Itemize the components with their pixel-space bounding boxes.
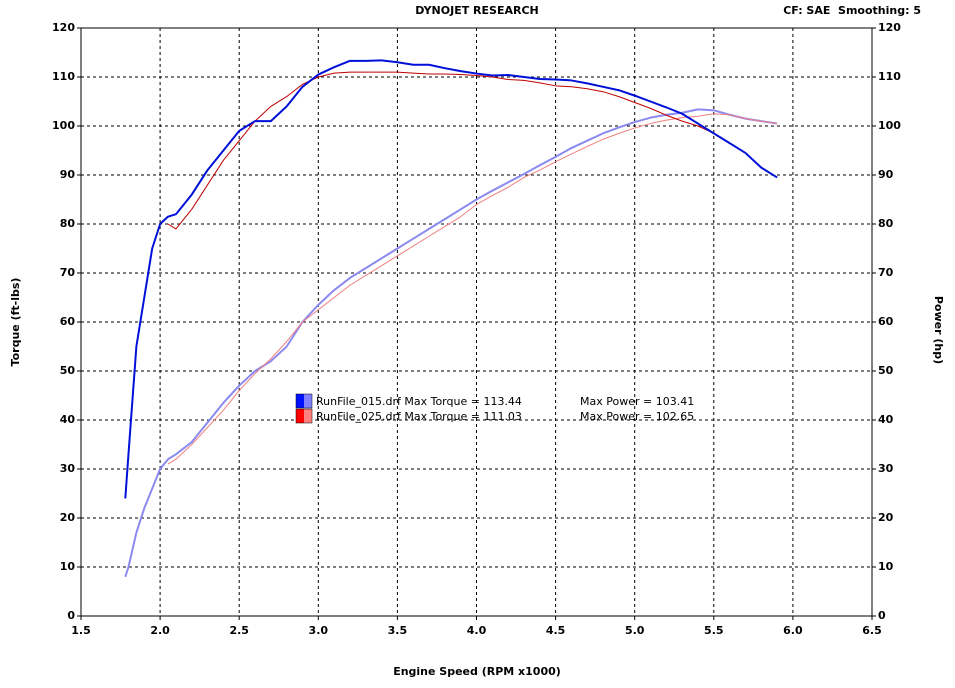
- legend-label: RunFile_025.drf Max Torque = 111.03: [316, 410, 522, 423]
- y-tick-label: 50: [60, 364, 76, 377]
- y-tick-label: 80: [60, 217, 76, 230]
- legend-swatch-border: [295, 393, 313, 409]
- y2-tick-label: 50: [878, 364, 894, 377]
- corner-note: CF: SAE Smoothing: 5: [783, 4, 921, 17]
- x-tick-label: 5.0: [625, 624, 645, 637]
- data-line: [167, 71, 778, 230]
- y2-axis-label: Power (hp): [932, 296, 945, 364]
- x-tick-label: 4.0: [467, 624, 487, 637]
- data-line: [124, 59, 778, 499]
- y-tick-label: 60: [60, 315, 76, 328]
- y2-tick-label: 10: [878, 560, 894, 573]
- legend-label: RunFile_015.drf Max Torque = 113.44: [316, 395, 522, 408]
- y2-tick-label: 20: [878, 511, 894, 524]
- y2-tick-label: 0: [878, 609, 886, 622]
- y2-tick-label: 40: [878, 413, 894, 426]
- y2-tick-label: 100: [878, 119, 901, 132]
- y2-tick-label: 110: [878, 70, 901, 83]
- x-tick-label: 4.5: [546, 624, 566, 637]
- y-tick-label: 70: [60, 266, 76, 279]
- data-line: [124, 108, 778, 578]
- x-axis-label: Engine Speed (RPM x1000): [393, 665, 561, 678]
- y2-tick-label: 30: [878, 462, 894, 475]
- x-tick-label: 1.5: [71, 624, 91, 637]
- x-tick-label: 6.5: [862, 624, 882, 637]
- data-line: [167, 113, 778, 465]
- x-tick-label: 6.0: [783, 624, 803, 637]
- y-tick-label: 120: [52, 21, 75, 34]
- x-tick-label: 2.5: [229, 624, 249, 637]
- y-tick-label: 20: [60, 511, 76, 524]
- chart-title: DYNOJET RESEARCH: [415, 4, 538, 17]
- legend-swatch: [296, 394, 304, 408]
- y-tick-label: 110: [52, 70, 75, 83]
- x-tick-label: 3.0: [309, 624, 329, 637]
- y-tick-label: 40: [60, 413, 76, 426]
- x-tick-label: 3.5: [388, 624, 408, 637]
- y2-tick-label: 70: [878, 266, 894, 279]
- y2-tick-label: 60: [878, 315, 894, 328]
- y-tick-label: 30: [60, 462, 76, 475]
- y2-tick-label: 120: [878, 21, 901, 34]
- y-tick-label: 90: [60, 168, 76, 181]
- legend-swatch-border: [295, 408, 313, 424]
- y-axis-label: Torque (ft-lbs): [9, 278, 22, 367]
- y2-tick-label: 90: [878, 168, 894, 181]
- y-tick-label: 0: [67, 609, 75, 622]
- y2-tick-label: 80: [878, 217, 894, 230]
- legend-swatch: [296, 409, 304, 423]
- legend-power-label: Max Power = 102.65: [580, 410, 694, 423]
- legend-swatch: [304, 409, 312, 423]
- legend-power-label: Max Power = 103.41: [580, 395, 694, 408]
- y-tick-label: 100: [52, 119, 75, 132]
- x-tick-label: 5.5: [704, 624, 724, 637]
- y-tick-label: 10: [60, 560, 76, 573]
- x-tick-label: 2.0: [150, 624, 170, 637]
- legend-swatch: [304, 394, 312, 408]
